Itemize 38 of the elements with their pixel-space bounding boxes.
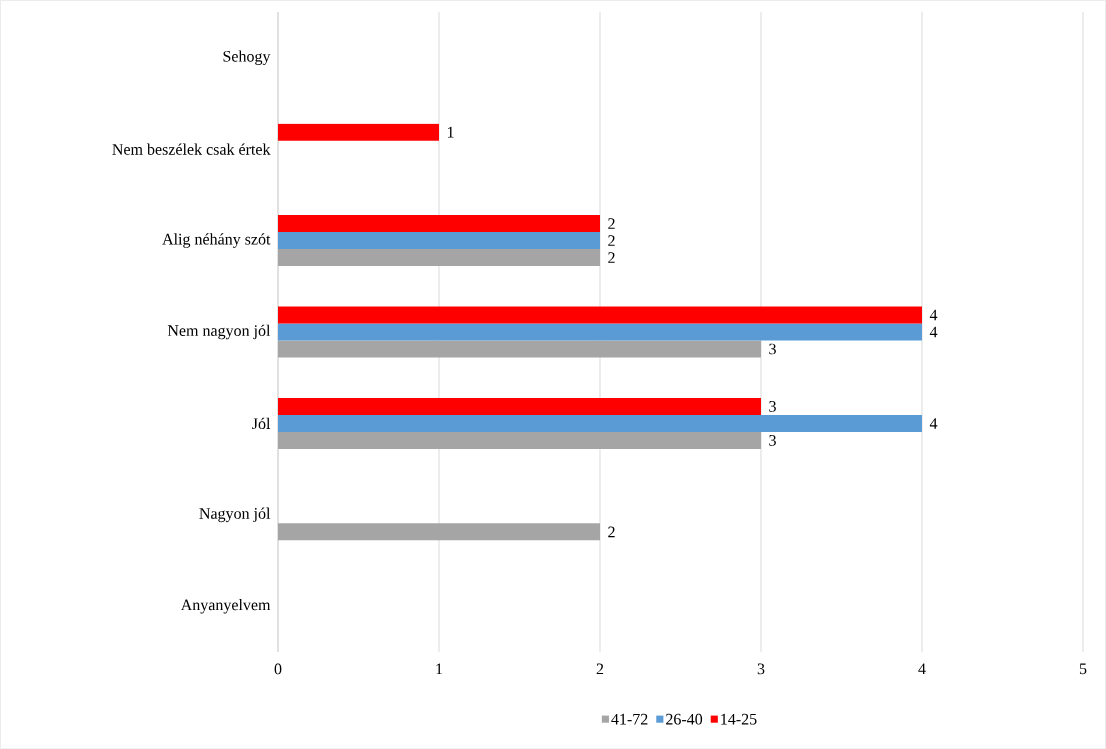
legend-label: 41-72 (611, 713, 648, 725)
legend-label: 14-25 (721, 713, 757, 725)
data-label: 2 (608, 252, 615, 263)
x-tick-label: 2 (596, 663, 604, 675)
data-label: 4 (929, 326, 938, 338)
bar (278, 340, 761, 358)
data-label: 2 (608, 526, 615, 538)
y-tick-label: Nem beszélek csak értek (112, 143, 271, 155)
x-tick-label: 3 (757, 663, 765, 675)
bar (278, 215, 600, 233)
data-label: 2 (608, 235, 615, 246)
bar (278, 414, 922, 432)
bar (278, 431, 761, 449)
data-label: 4 (929, 418, 938, 429)
data-label: 3 (769, 435, 776, 446)
y-tick-label: Sehogy (223, 50, 271, 65)
bar (278, 232, 600, 250)
x-tick-label: 4 (918, 663, 926, 675)
bar (278, 397, 761, 415)
y-tick-label: Nem nagyon jól (167, 324, 271, 340)
x-tick-label: 1 (436, 663, 443, 675)
data-label: 1 (447, 126, 454, 138)
data-label: 3 (769, 343, 776, 355)
bar (278, 249, 600, 267)
data-label: 2 (608, 218, 615, 229)
legend-label: 26-40 (666, 713, 703, 725)
bar (278, 523, 600, 541)
bar (278, 323, 922, 341)
y-tick-label: Nagyon jól (199, 507, 271, 523)
x-tick-label: 0 (274, 663, 282, 675)
y-tick-label: Alig néhány szót (162, 233, 271, 248)
y-tick-label: Anyanyelvem (180, 599, 271, 614)
data-label: 4 (929, 309, 938, 321)
bar (278, 123, 439, 141)
x-tick-label: 5 (1079, 663, 1087, 675)
y-tick-label: Jól (252, 417, 271, 430)
bar (278, 306, 922, 324)
data-label: 3 (769, 401, 776, 412)
